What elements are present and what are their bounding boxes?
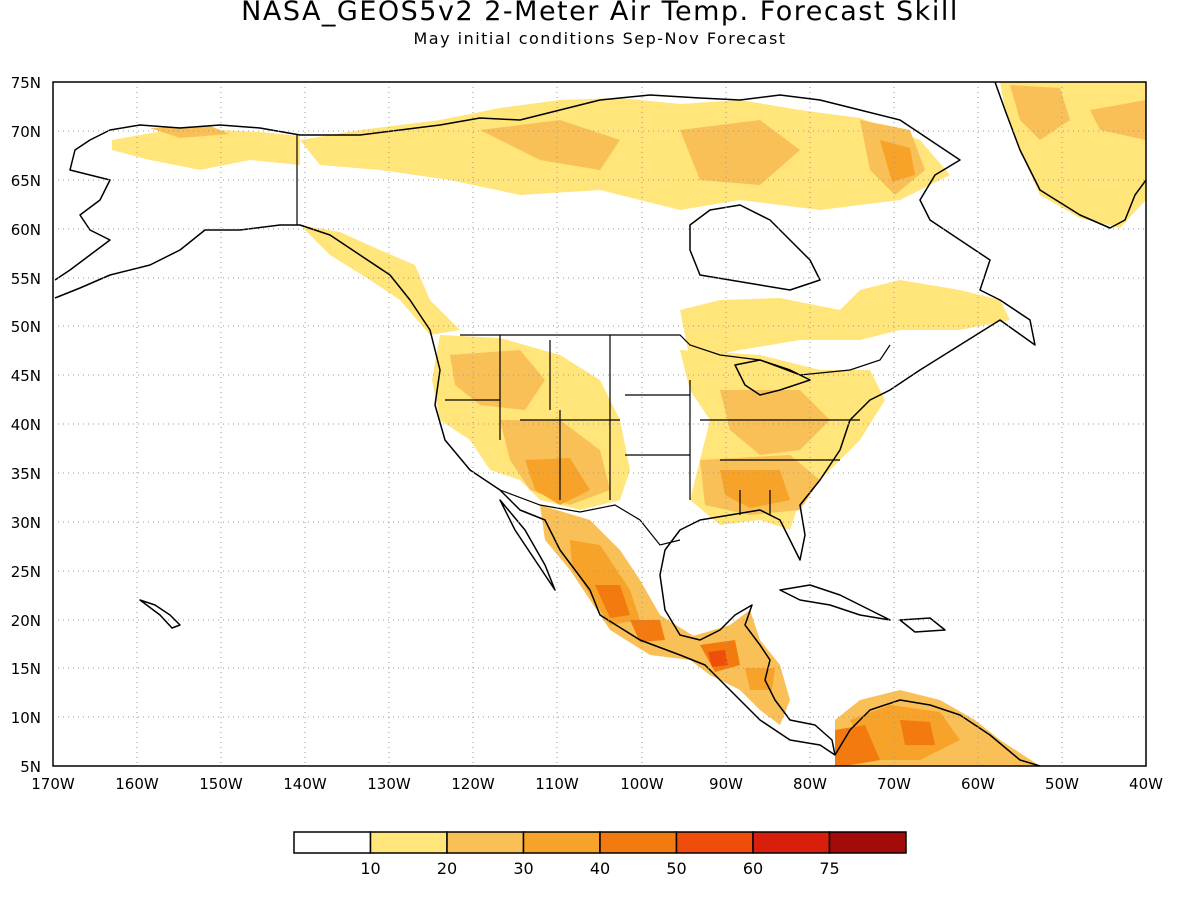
coastline-greenland (994, 82, 1146, 229)
lat-tick-label: 15N (11, 660, 41, 678)
lon-tick-label: 160W (115, 775, 159, 793)
skill-area-arctic-mid2 (680, 120, 800, 185)
map-subtitle: May initial conditions Sep-Nov Forecast (413, 29, 787, 48)
colorbar-label: 60 (743, 859, 763, 878)
lon-tick-label: 140W (283, 775, 327, 793)
colorbar-box-4 (599, 831, 678, 854)
skill-area-alaska (112, 128, 300, 170)
map-title: NASA_GEOS5v2 2-Meter Air Temp. Forecast … (241, 0, 959, 27)
colorbar-box-5 (675, 831, 754, 854)
skill-area-arizona (525, 458, 590, 505)
skill-shading (112, 82, 1146, 766)
colorbar-box-2 (446, 831, 525, 854)
border-us-canada (460, 334, 891, 376)
lon-tick-label: 130W (367, 775, 411, 793)
skill-area-honduras (745, 668, 775, 690)
lat-tick-label: 20N (11, 612, 41, 630)
skill-area-oaxaca (630, 620, 665, 642)
coastline-baja (499, 499, 556, 591)
skill-area-venezuela-strong (900, 720, 935, 745)
lat-tick-label: 45N (11, 367, 41, 385)
colorbar-box-1 (369, 831, 448, 854)
border-us-mexico (499, 489, 681, 546)
lat-tick-label: 55N (11, 270, 41, 288)
colorbar-box-7 (828, 831, 907, 854)
skill-area-arctic-mid (480, 120, 620, 170)
skill-area-canadian-arctic (300, 98, 950, 210)
colorbar-label: 10 (360, 859, 380, 878)
lat-axis-labels: 75N 70N 65N 60N 55N 50N 45N 40N 35N 30N … (11, 74, 41, 776)
lat-tick-label: 40N (11, 416, 41, 434)
political-borders (296, 135, 891, 546)
skill-area-mexico-strong (595, 585, 630, 618)
lat-tick-label: 50N (11, 318, 41, 336)
colorbar-box-6 (752, 831, 831, 854)
lon-tick-label: 170W (31, 775, 75, 793)
colorbar-label: 40 (590, 859, 610, 878)
skill-area-bc-coast (300, 225, 460, 335)
colorbar-box-0 (293, 831, 372, 854)
skill-area-alaska-strong (150, 126, 230, 138)
lon-tick-label: 150W (199, 775, 243, 793)
lat-tick-label: 60N (11, 221, 41, 239)
coastline-hispaniola (899, 617, 946, 633)
skill-area-great-basin (450, 350, 545, 410)
colorbar-label: 30 (513, 859, 533, 878)
colorbar-label: 50 (666, 859, 686, 878)
lat-tick-label: 30N (11, 514, 41, 532)
skill-area-greenland-mid (1010, 85, 1070, 140)
skill-area-baffin-strong (880, 140, 915, 182)
grid-lines (53, 82, 1146, 766)
skill-area-guatemala-strong (708, 650, 728, 667)
lat-tick-label: 65N (11, 172, 41, 190)
colorbar (293, 831, 907, 854)
coastline-south-america (834, 699, 1041, 766)
colorbar-box-3 (522, 831, 601, 854)
skill-area-southeast-strong (720, 470, 790, 508)
lat-tick-label: 75N (11, 74, 41, 92)
lon-tick-label: 120W (451, 775, 495, 793)
skill-area-central-america (680, 610, 790, 725)
lat-tick-label: 10N (11, 709, 41, 727)
lat-tick-label: 5N (20, 758, 41, 776)
skill-area-greenland-mid2 (1090, 100, 1146, 140)
coastline-hawaii (139, 599, 181, 629)
lon-tick-label: 50W (1045, 775, 1079, 793)
skill-area-ohio-valley (720, 390, 830, 455)
lon-tick-label: 40W (1129, 775, 1163, 793)
lon-tick-label: 100W (620, 775, 664, 793)
colorbar-label: 20 (437, 859, 457, 878)
coastline-cuba (779, 584, 891, 621)
border-states-grid (445, 335, 860, 515)
coastlines (54, 82, 1146, 766)
lon-tick-label: 80W (793, 775, 827, 793)
lat-tick-label: 25N (11, 563, 41, 581)
skill-area-quebec (680, 280, 1010, 360)
coastline-hudson-bay (689, 204, 821, 291)
lat-tick-label: 70N (11, 123, 41, 141)
lon-tick-label: 70W (877, 775, 911, 793)
lon-axis-labels: 170W 160W 150W 140W 130W 120W 110W 100W … (31, 775, 1163, 793)
lon-tick-label: 90W (709, 775, 743, 793)
colorbar-label: 75 (819, 859, 839, 878)
lon-tick-label: 110W (535, 775, 579, 793)
lat-tick-label: 35N (11, 465, 41, 483)
colorbar-labels: 10 20 30 40 50 60 75 (360, 859, 839, 878)
coastline-north-america (54, 94, 1036, 756)
map-frame (52, 81, 1147, 767)
lon-tick-label: 60W (961, 775, 995, 793)
